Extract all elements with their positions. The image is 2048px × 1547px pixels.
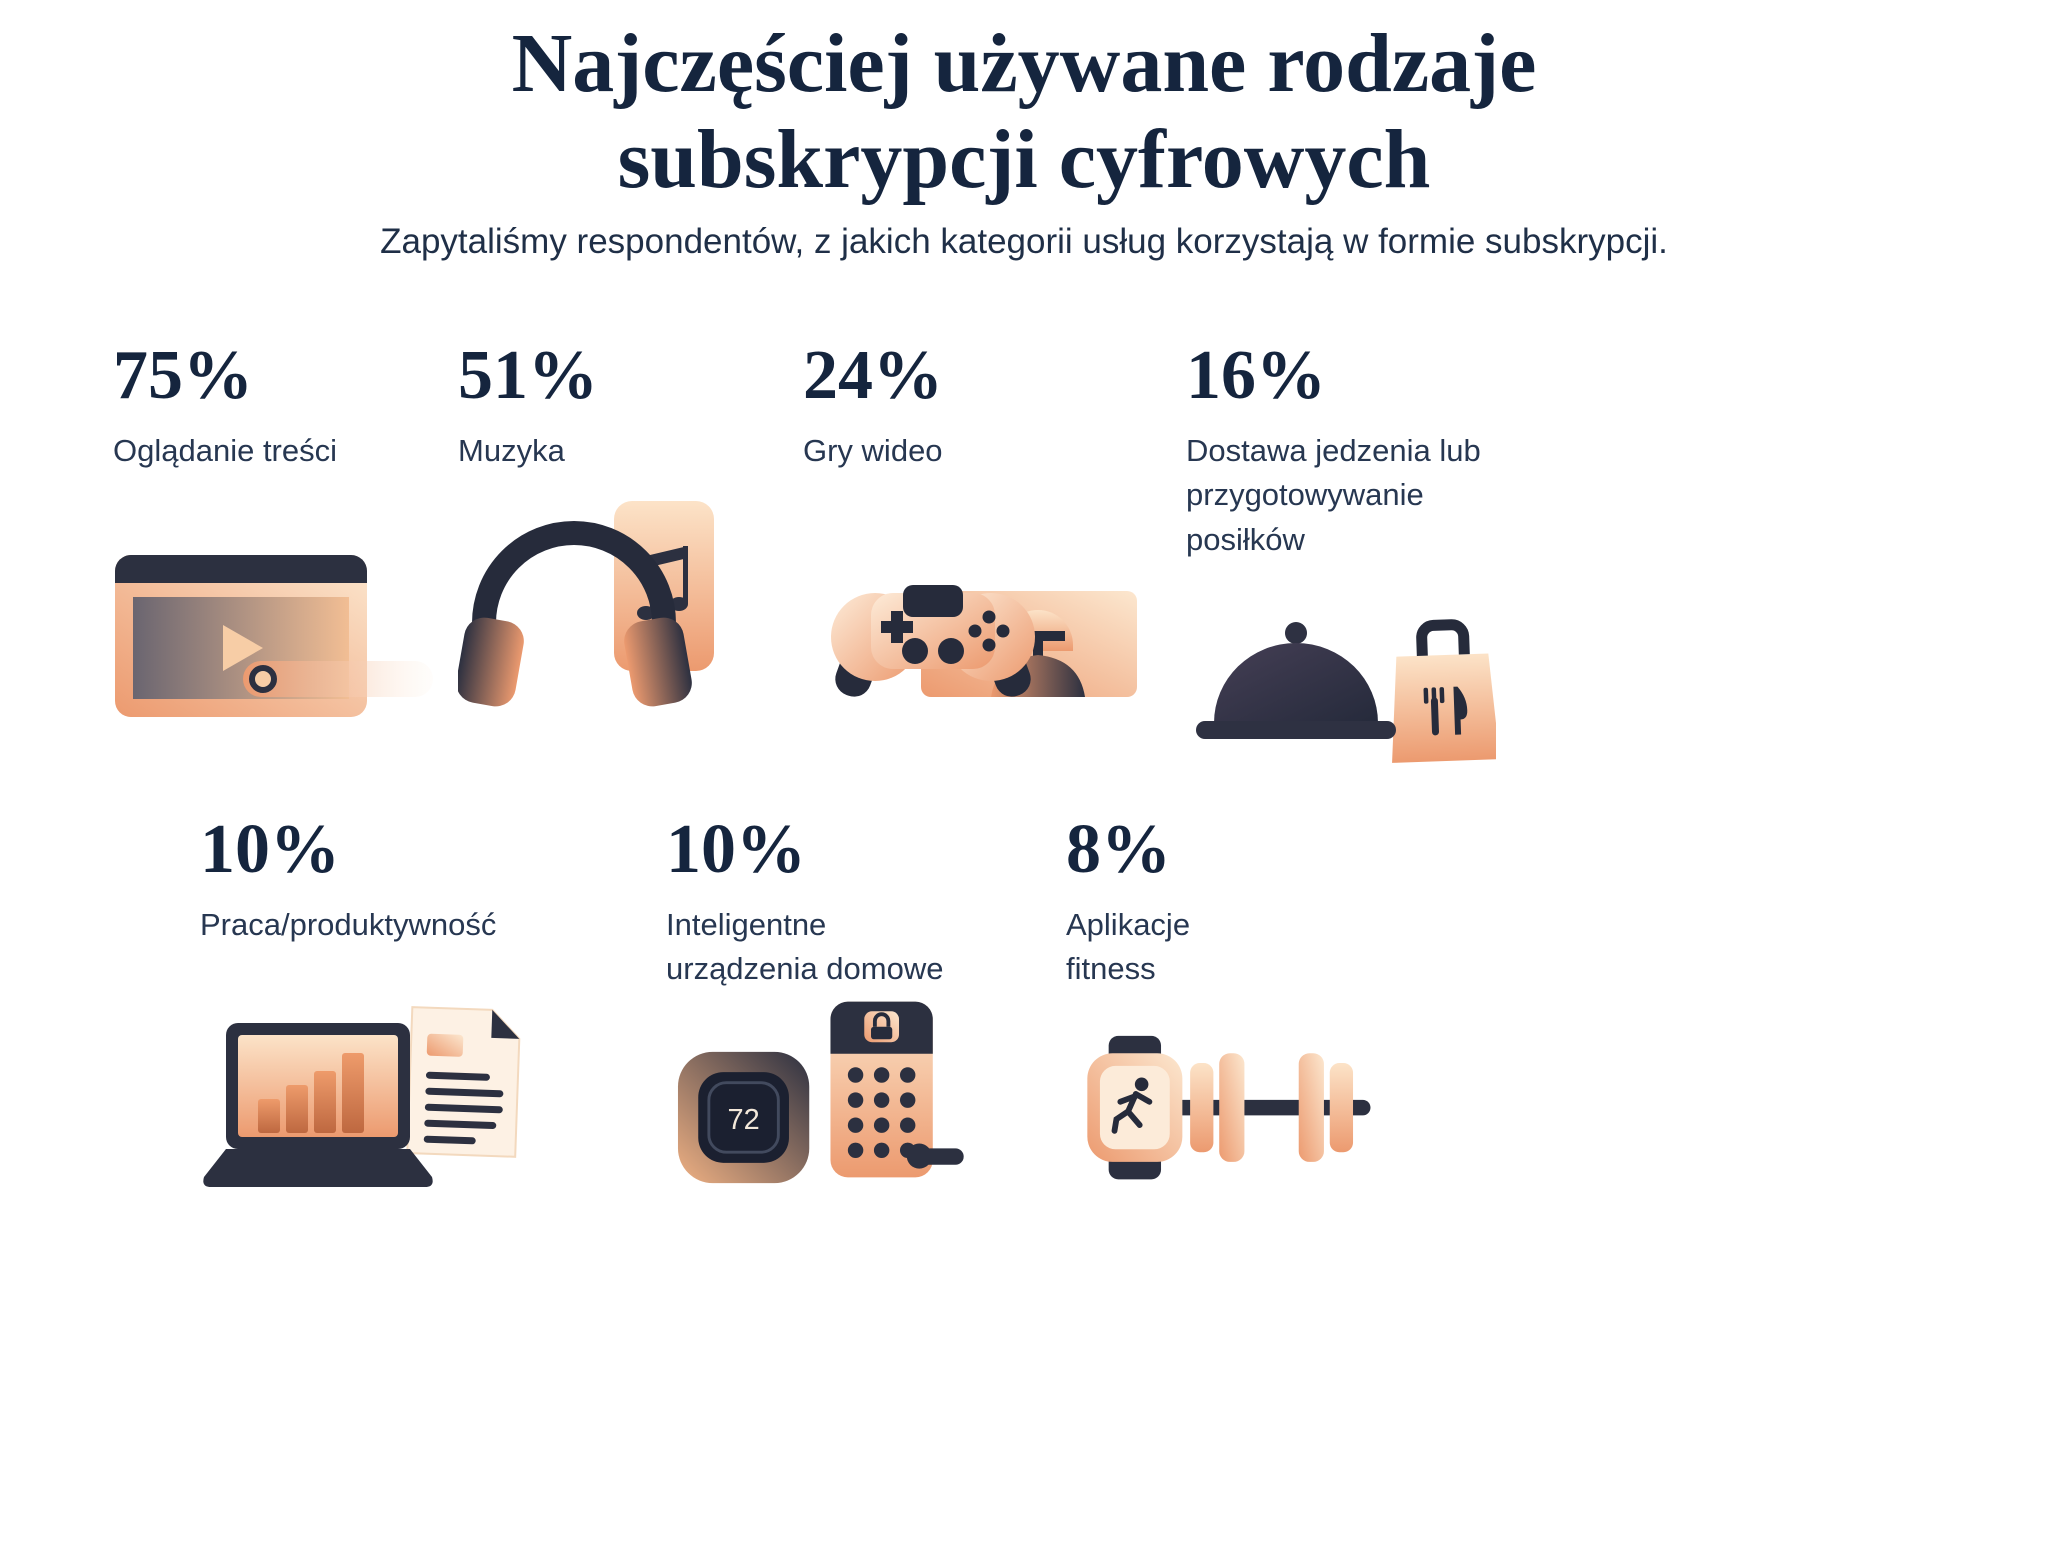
document [406,1006,521,1159]
smart-lock-keypad [830,1002,964,1178]
stat-value: 8% [1066,811,1171,888]
stat-value: 51% [458,337,598,414]
play-glyph [223,625,263,672]
stat-label: Muzyka [458,432,565,468]
dpad [881,611,913,644]
bar-chart-glyph [258,1053,364,1134]
laptop-document-icon [200,995,540,1200]
thumbstick-right [938,638,964,665]
stat-label: Oglądanie treści [113,432,338,468]
stat-label: Aplikacje fitness [1066,906,1191,987]
laptop [203,1023,433,1188]
thermostat: 72 [677,1052,810,1184]
stat-card-fitness-apps: 8% Aplikacje fitness [1066,810,1371,1193]
thumbstick-left [902,638,928,665]
stat-value: 24% [803,337,943,414]
keypad-dots [847,1067,916,1159]
stat-value: 10% [200,811,340,888]
headband [472,521,676,658]
stat-label: Gry wideo [803,432,943,468]
door-handle [915,1148,964,1166]
seek-bar [243,661,433,698]
stat-card-food-delivery: 16% Dostawa jedzenia lub przygotowywanie… [1186,336,1522,781]
stat-card-work-productivity: 10% Praca/produktywność [200,810,540,1200]
dumbbell-plates [1190,1053,1354,1163]
takeout-bag [1392,619,1496,764]
smart-home-devices-icon: 72 [666,992,976,1214]
padlock-glyph [872,1012,891,1028]
stat-card-smart-home: 10% Inteligentne urządzenia domowe 72 [666,810,976,1214]
page-subtitle: Zapytaliśmy respondentów, z jakich kateg… [380,222,1668,261]
page-title-line2: subskrypcji cyfrowych [617,112,1431,206]
video-player-icon [113,537,433,727]
ear-cup-left [458,618,524,707]
smartwatch [1087,1036,1183,1180]
page-title-line1: Najczęściej używane rodzaje [511,17,1537,110]
stat-label: Inteligentne urządzenia domowe [666,906,944,987]
seek-handle [249,665,277,694]
food-delivery-icon [1186,563,1522,781]
page-title: Najczęściej używane rodzaje subskrypcji … [0,16,2048,208]
stat-value: 10% [666,811,806,888]
stat-card-music: 51% Muzyka [458,336,768,723]
ear-cup-right [624,618,692,707]
controller [831,585,1035,698]
headphones-icon [458,493,768,723]
stat-card-video-games: 24% Gry wideo [803,336,1137,735]
stat-card-watching-content: 75% Oglądanie treści [113,336,433,727]
stat-value: 16% [1186,337,1326,414]
fork-knife-glyph [1423,686,1468,736]
cloche [1196,622,1396,740]
touchpad [903,585,963,618]
stat-value: 75% [113,337,253,414]
thermostat-reading: 72 [728,1104,760,1136]
stat-label: Dostawa jedzenia lub przygotowywanie pos… [1186,432,1481,558]
runner-glyph [1111,1077,1153,1135]
game-controller-icon [803,525,1137,735]
smartwatch-dumbbell-icon [1066,1028,1371,1193]
stat-label: Praca/produktywność [200,906,497,942]
